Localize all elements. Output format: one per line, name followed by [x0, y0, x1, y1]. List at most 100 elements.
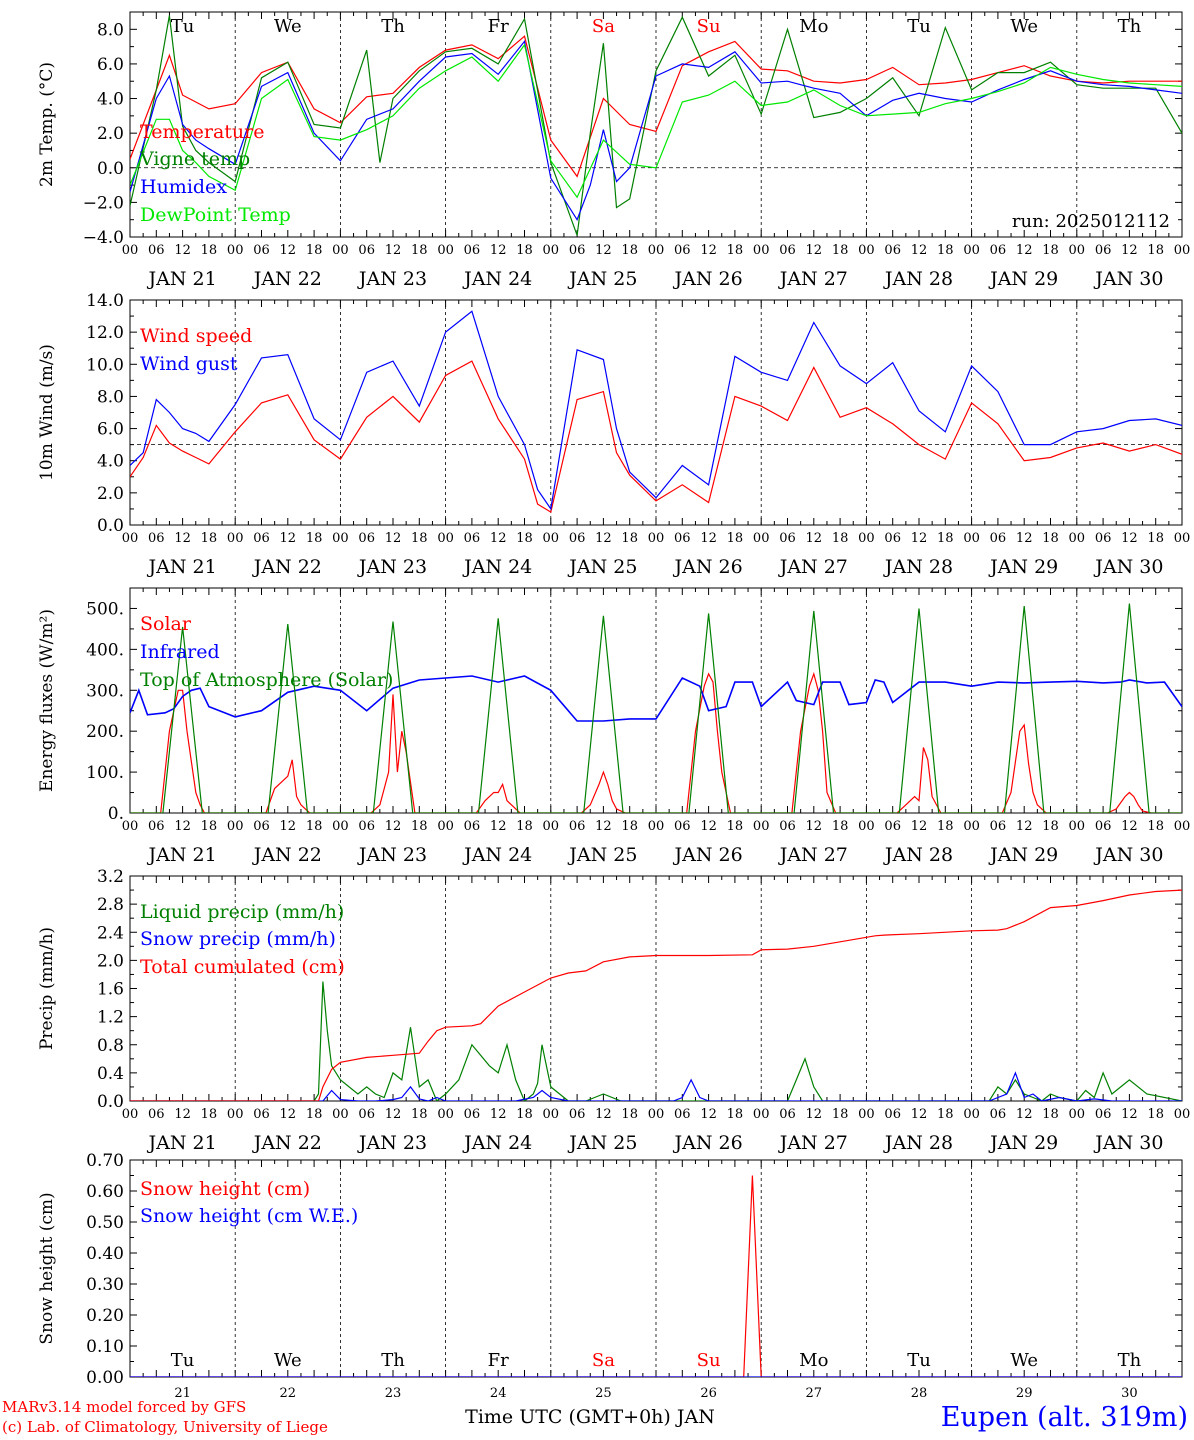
day-number-label: 30 — [1121, 1386, 1138, 1401]
hour-tick-label: 00 — [753, 243, 770, 258]
hour-tick-label: 12 — [911, 531, 928, 546]
hour-tick-label: 00 — [332, 819, 349, 834]
hour-tick-label: 18 — [937, 1107, 954, 1122]
y-tick-label: 0.70 — [86, 1151, 124, 1171]
legend-entry: Wind gust — [140, 353, 238, 375]
hour-tick-label: 12 — [174, 531, 191, 546]
series-vigne-temp — [130, 15, 1182, 236]
hour-tick-label: 18 — [201, 531, 218, 546]
date-label: JAN 27 — [778, 556, 848, 578]
y-tick-label: 100. — [86, 763, 124, 783]
hour-tick-label: 12 — [1016, 819, 1033, 834]
date-label: JAN 28 — [883, 268, 953, 290]
hour-tick-label: 18 — [1042, 531, 1059, 546]
hour-tick-label: 12 — [174, 1107, 191, 1122]
hour-tick-label: 00 — [122, 243, 139, 258]
hour-tick-label: 00 — [858, 243, 875, 258]
date-label: JAN 24 — [462, 1132, 532, 1154]
hour-tick-label: 06 — [674, 243, 691, 258]
y-tick-label: 2.4 — [97, 923, 124, 943]
hour-tick-label: 00 — [543, 531, 560, 546]
date-label: JAN 23 — [357, 556, 427, 578]
hour-tick-label: 00 — [648, 1107, 665, 1122]
y-tick-label: 4.0 — [97, 90, 124, 110]
hour-tick-label: 00 — [753, 531, 770, 546]
date-label: JAN 27 — [778, 844, 848, 866]
hour-tick-label: 18 — [832, 531, 849, 546]
day-number-label: 27 — [806, 1386, 823, 1401]
hour-tick-label: 12 — [806, 819, 823, 834]
day-number-label: 28 — [911, 1386, 928, 1401]
panel-3: 0. 100. 200. 300. 400. 500. Energy fluxes (W/m… — [37, 587, 1190, 866]
series-group — [130, 603, 1182, 813]
y-axis-label: 2m Temp. (°C) — [37, 62, 57, 187]
date-label: JAN 22 — [252, 556, 322, 578]
hour-tick-label: 00 — [963, 819, 980, 834]
hour-tick-label: 06 — [779, 819, 796, 834]
date-label: JAN 23 — [357, 1132, 427, 1154]
hour-tick-label: 00 — [437, 819, 454, 834]
date-label: JAN 24 — [462, 556, 532, 578]
hour-tick-label: 12 — [595, 243, 612, 258]
hour-tick-label: 00 — [753, 819, 770, 834]
date-label: JAN 30 — [1093, 268, 1163, 290]
date-label: JAN 23 — [357, 268, 427, 290]
hour-tick-label: 00 — [543, 243, 560, 258]
weekday-label: Th — [381, 16, 405, 37]
y-tick-label: 4.0 — [97, 452, 124, 472]
hour-tick-label: 06 — [358, 531, 375, 546]
weekday-label: Mo — [799, 1350, 828, 1371]
hour-tick-label: 06 — [674, 531, 691, 546]
hour-tick-label: 06 — [253, 1107, 270, 1122]
hour-tick-label: 00 — [1174, 1107, 1191, 1122]
hour-tick-label: 06 — [674, 1107, 691, 1122]
y-tick-label: 300. — [86, 681, 124, 701]
date-label: JAN 22 — [252, 1132, 322, 1154]
hour-tick-label: 00 — [963, 1107, 980, 1122]
y-tick-label: 8.0 — [97, 387, 124, 407]
hour-tick-label: 18 — [937, 531, 954, 546]
hour-tick-label: 12 — [385, 819, 402, 834]
hour-tick-label: 00 — [543, 1107, 560, 1122]
y-axis-label: Snow height (cm) — [37, 1192, 57, 1344]
series-total-cumulated-cm — [130, 889, 1182, 1101]
hour-tick-label: 18 — [1147, 243, 1164, 258]
date-label: JAN 21 — [147, 556, 217, 578]
hour-tick-label: 00 — [1069, 819, 1086, 834]
hour-tick-label: 18 — [1042, 819, 1059, 834]
hour-tick-label: 06 — [1095, 531, 1112, 546]
series-dewpoint-temp — [130, 43, 1182, 199]
hour-tick-label: 06 — [464, 819, 481, 834]
credit-lab: (c) Lab. of Climatology, University of L… — [2, 1418, 328, 1436]
hour-tick-label: 00 — [227, 243, 244, 258]
y-tick-label: 0.20 — [86, 1306, 124, 1326]
y-tick-label: 0.8 — [97, 1036, 124, 1056]
series-snow-precip-mm-h — [130, 1071, 1182, 1101]
panel-2: 0.0 2.0 4.0 6.0 8.0 10.0 12.0 14.0 10m Wind (m/s… — [37, 291, 1190, 578]
legend-entry: Liquid precip (mm/h) — [140, 901, 344, 923]
series-group — [130, 15, 1182, 236]
hour-tick-label: 00 — [753, 1107, 770, 1122]
y-tick-label: 0.4 — [97, 1064, 124, 1084]
hour-tick-label: 12 — [700, 819, 717, 834]
hour-tick-label: 18 — [201, 819, 218, 834]
y-axis-label: Energy fluxes (W/m²) — [37, 609, 57, 792]
hour-tick-label: 06 — [779, 243, 796, 258]
weekday-label: Fr — [488, 16, 509, 37]
hour-tick-label: 18 — [306, 243, 323, 258]
hour-tick-label: 18 — [1042, 243, 1059, 258]
hour-tick-label: 18 — [1147, 819, 1164, 834]
date-label: JAN 25 — [567, 556, 637, 578]
hour-tick-label: 12 — [385, 1107, 402, 1122]
series-wind-gust — [130, 310, 1182, 511]
date-label: JAN 28 — [883, 844, 953, 866]
y-tick-label: 500. — [86, 599, 124, 619]
credit-model: MARv3.14 model forced by GFS — [2, 1398, 247, 1416]
date-label: JAN 28 — [883, 1132, 953, 1154]
hour-tick-label: 18 — [411, 531, 428, 546]
day-number-label: 26 — [700, 1386, 717, 1401]
hour-tick-label: 18 — [516, 1107, 533, 1122]
hour-tick-label: 12 — [911, 819, 928, 834]
date-label: JAN 27 — [778, 268, 848, 290]
plot-frame — [129, 587, 1183, 814]
